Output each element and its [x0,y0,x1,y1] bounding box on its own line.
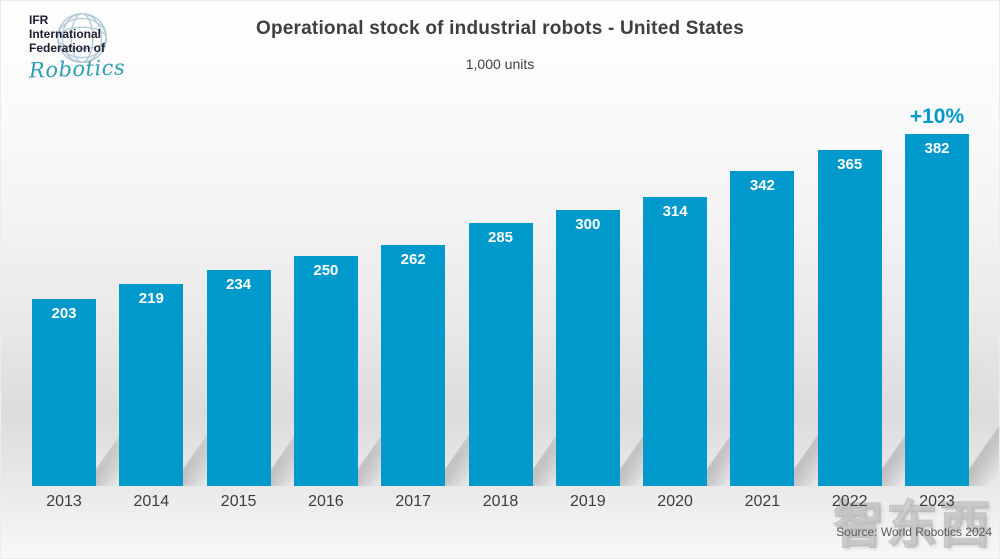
x-axis-label: 2013 [46,493,82,510]
x-axis-label: 2021 [744,493,781,510]
x-axis-label: 2015 [220,493,257,510]
bar-value-label: 382 [924,140,950,157]
growth-annotation: +10% [909,105,965,128]
bar-value-label: 203 [51,305,77,322]
bar: 234 [206,270,271,486]
bar: 285 [468,223,533,486]
bar: 342 [730,171,795,486]
bar: 203 [32,299,96,486]
x-axis-label: 2020 [657,493,693,510]
x-axis-label: 2022 [831,493,868,510]
bar: 300 [555,210,620,486]
x-axis-label: 2017 [395,493,431,510]
bar-value-label: 262 [400,251,426,268]
bar: 219 [119,284,184,486]
logo-line-federation: Federation of [29,41,106,55]
bar: 262 [381,245,446,486]
globe-icon [55,11,109,70]
bar-value-label: 234 [226,276,252,293]
chart-units-label: 1,000 units [465,56,535,72]
ifr-logo: IFR International Federation of Robotics [28,11,159,91]
bar-value-label: 300 [575,216,601,233]
x-axis-label: 2019 [570,493,606,510]
bar: 365 [817,150,882,486]
bar-value-label: 285 [487,229,514,246]
logo-line-international: International [29,27,102,41]
x-axis-label: 2016 [308,493,344,510]
zhidx-watermark: 智东西 [833,497,993,553]
chart-title: Operational stock of industrial robots -… [256,18,744,39]
x-axis-label: 2018 [482,493,519,510]
bar-value-label: 365 [837,156,863,173]
logo-robotics-script: Robotics [28,55,126,83]
bar: 382 [905,134,969,486]
source-caption: Source: World Robotics 2024 [836,525,992,539]
bar-value-label: 314 [662,203,688,220]
bar-value-label: 250 [313,262,339,279]
bar: 314 [643,197,708,486]
bar-value-label: 219 [138,290,164,307]
x-axis-label: 2023 [919,493,955,510]
x-axis-label: 2014 [133,493,170,510]
bar: 250 [293,256,358,486]
bar-value-label: 342 [749,177,775,194]
logo-line-ifr: IFR [29,13,49,27]
